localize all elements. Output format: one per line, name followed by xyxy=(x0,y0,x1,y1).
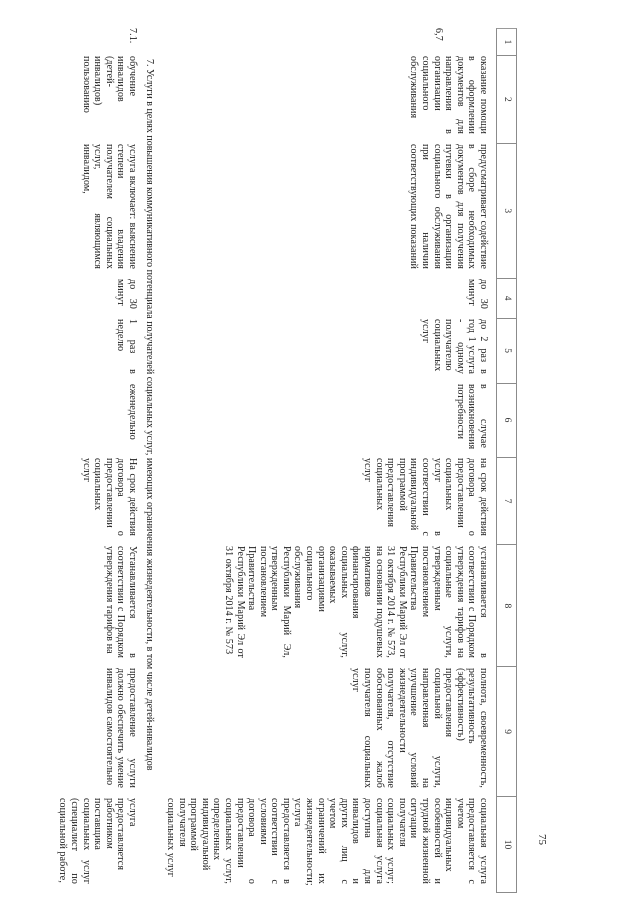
column-number-cell: 3 xyxy=(497,143,516,279)
table-cell: еженедельно xyxy=(127,384,138,440)
table-cell: до 30 минут xyxy=(466,279,489,309)
table-cell: оказание помощи в оформлении документов … xyxy=(408,56,489,134)
column-number-cell: 6 xyxy=(497,383,516,458)
row-number-cell: 6,7 xyxy=(433,28,444,41)
table-cell: на срок действия договора о предоставлен… xyxy=(362,458,489,536)
row-number-cell: 7.1. xyxy=(127,28,138,44)
table-cell: до 2 раз в год 1 услуга - одному получат… xyxy=(420,319,489,374)
column-number-cell: 4 xyxy=(497,278,516,319)
table-cell: На срок действия договора о предоставлен… xyxy=(80,458,138,536)
section-heading: 7. Услуги в целях повышения коммуникатив… xyxy=(144,59,155,771)
table-cell: до 30 минут xyxy=(115,279,138,309)
column-numbers-header-row: 1 2 3 4 5 6 7 8 9 10 xyxy=(496,28,517,893)
table-row-6-7: 6,7 оказание помощи в оформлении документ… xyxy=(160,28,490,893)
column-number-cell: 7 xyxy=(497,457,516,546)
table-cell: 1 раз в неделю xyxy=(115,319,138,374)
table-cell: предусматривает содействие в сборе необх… xyxy=(408,144,489,269)
table-row-7-1: 7.1. обучение инвалидов (детей-инвалидов)… xyxy=(2,28,139,893)
table-cell: устанавливается в соответствии с Порядко… xyxy=(222,546,489,658)
column-number-cell: 5 xyxy=(497,318,516,384)
table-cell: услуга предоставляется работником постав… xyxy=(57,798,138,884)
table-cell: полнота, своевременность, результативнос… xyxy=(350,668,489,788)
column-number-cell: 9 xyxy=(497,667,516,798)
page-number: 75 xyxy=(536,834,548,845)
table-cell: услуга включает: выяснение степени владе… xyxy=(80,144,138,269)
table-cell: социальная услуга предоставляется с учет… xyxy=(164,798,489,886)
table-cell: Устанавливается в соответствии с Порядко… xyxy=(103,546,138,658)
table-cell: обучение инвалидов (детей-инвалидов) пол… xyxy=(80,56,138,113)
table-cell: в случае возникновения потребности xyxy=(454,384,489,450)
column-number-cell: 1 xyxy=(497,29,516,56)
services-table: 1 2 3 4 5 6 7 8 9 10 6,7 оказание помощи в оформле… xyxy=(2,28,517,893)
column-number-cell: 2 xyxy=(497,55,516,144)
column-number-cell: 8 xyxy=(497,545,516,668)
table-cell: предоставление услуги должно обеспечить … xyxy=(103,668,138,788)
column-number-cell: 10 xyxy=(497,797,516,893)
